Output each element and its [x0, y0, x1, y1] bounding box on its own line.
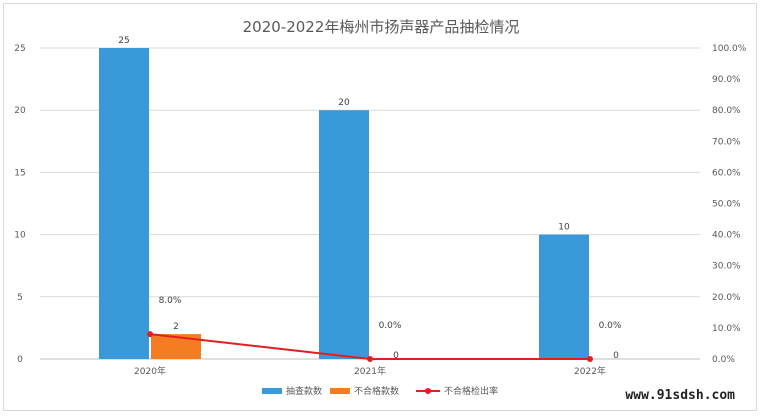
bar-sampled: [319, 110, 369, 359]
bar-sampled: [539, 234, 589, 359]
x-tick-label: 2022年: [574, 365, 606, 377]
left-tick-label: 15: [14, 168, 25, 178]
right-tick-label: 80.0%: [712, 106, 741, 116]
left-tick-label: 10: [14, 231, 26, 241]
rate-point: [147, 331, 153, 338]
left-axis: 0 5 10 15 20 25: [14, 44, 26, 365]
chart-title: 2020-2022年梅州市扬声器产品抽检情况: [243, 18, 520, 36]
legend-swatch: [262, 388, 282, 394]
chart-frame: [3, 3, 757, 411]
bar-value-label: 0: [613, 351, 619, 361]
legend: 抽查款数 不合格款数 不合格检出率: [262, 385, 498, 397]
legend-swatch-marker: [425, 388, 431, 394]
right-tick-label: 40.0%: [712, 231, 741, 241]
right-tick-label: 90.0%: [712, 75, 741, 85]
right-tick-label: 30.0%: [712, 262, 741, 272]
rate-line-path: [149, 333, 590, 360]
legend-label: 抽查款数: [286, 385, 322, 397]
legend-label: 不合格款数: [354, 385, 399, 397]
left-tick-label: 0: [17, 355, 23, 365]
right-axis: 0.0% 10.0% 20.0% 30.0% 40.0% 50.0% 60.0% 70.0% 8…: [712, 44, 747, 365]
right-tick-label: 70.0%: [712, 137, 741, 147]
bar-value-label: 2: [173, 322, 179, 332]
watermark: www.91sdsh.com: [625, 388, 735, 403]
x-tick-label: 2020年: [134, 365, 166, 377]
left-tick-label: 20: [14, 106, 26, 116]
bar-value-label: 10: [558, 223, 570, 233]
x-axis: 2020年 2021年 2022年: [134, 365, 606, 377]
legend-swatch: [330, 388, 350, 394]
right-tick-label: 60.0%: [712, 168, 741, 178]
right-tick-label: 0.0%: [712, 355, 735, 365]
bar-value-label: 20: [338, 98, 350, 108]
rate-label: 0.0%: [379, 321, 402, 331]
rate-point: [367, 356, 373, 362]
left-tick-label: 25: [14, 44, 25, 54]
rate-label: 0.0%: [599, 321, 622, 331]
left-tick-label: 5: [17, 293, 23, 303]
bar-value-label: 0: [393, 351, 399, 361]
rate-line: 8.0% 0.0% 0.0%: [147, 296, 622, 362]
right-tick-label: 20.0%: [712, 293, 741, 303]
bars: 25 2 20 0 10 0: [99, 36, 619, 361]
rate-label: 8.0%: [159, 296, 182, 306]
bar-sampled: [99, 48, 149, 359]
right-tick-label: 100.0%: [712, 44, 747, 54]
legend-label: 不合格检出率: [444, 385, 498, 397]
right-tick-label: 10.0%: [712, 324, 741, 334]
right-tick-label: 50.0%: [712, 200, 741, 210]
rate-point: [587, 356, 593, 362]
bar-value-label: 25: [118, 36, 129, 46]
x-tick-label: 2021年: [354, 365, 386, 377]
